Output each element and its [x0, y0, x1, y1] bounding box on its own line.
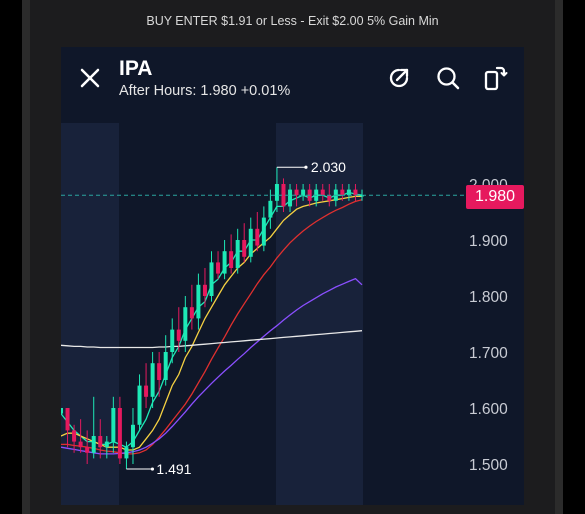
- ma-line-5: [61, 330, 363, 349]
- candle-body: [124, 447, 129, 459]
- candle-body: [360, 195, 364, 197]
- candle-body: [346, 189, 351, 196]
- candle-body: [222, 251, 227, 274]
- candle-body: [209, 262, 214, 296]
- candle-body: [261, 217, 266, 246]
- ma-line-3: [61, 199, 363, 455]
- current-price-tag: 1.980: [466, 185, 524, 209]
- low-label: 1.491: [156, 461, 191, 477]
- candle-body: [170, 329, 175, 352]
- candle-body: [242, 240, 247, 257]
- candle-body: [176, 329, 181, 341]
- candle-body: [327, 195, 332, 201]
- candle-body: [229, 251, 234, 268]
- candle-body: [281, 184, 286, 207]
- after-hours-label: After Hours:: [119, 83, 197, 99]
- share-icon[interactable]: [386, 65, 412, 91]
- candle-body: [137, 385, 142, 425]
- candle-body: [288, 189, 293, 207]
- session-band-afterhours: [276, 123, 363, 505]
- candle-body: [353, 189, 358, 196]
- chart-app: 2.0001.9001.8001.7001.6001.5002.0301.491…: [61, 47, 524, 505]
- after-hours-change: +0.01%: [240, 83, 291, 99]
- y-tick-label: 1.600: [469, 401, 508, 418]
- candle-body: [183, 307, 188, 341]
- candle-body: [202, 284, 207, 296]
- candle-body: [130, 424, 135, 448]
- search-icon[interactable]: [435, 65, 461, 91]
- candle-body: [235, 240, 240, 268]
- candle-body: [157, 363, 162, 380]
- candle-body: [61, 408, 63, 414]
- y-tick-label: 1.700: [469, 345, 508, 362]
- candle-body: [301, 189, 306, 196]
- candle-body: [340, 189, 345, 196]
- chart-header: IPA After Hours: 1.980 +0.01%: [61, 47, 524, 117]
- ma-line-4: [61, 277, 363, 455]
- candle-body: [144, 385, 149, 397]
- candle-body: [294, 189, 299, 196]
- candle-body: [150, 363, 155, 397]
- y-tick-label: 1.800: [469, 289, 508, 306]
- candle-body: [248, 228, 253, 257]
- close-icon[interactable]: [77, 65, 103, 91]
- frame-right: [555, 0, 563, 514]
- ma-line-2: [61, 195, 362, 451]
- candle-body: [196, 284, 201, 319]
- candle-body: [85, 447, 90, 453]
- candle-body: [255, 228, 260, 246]
- candle-body: [163, 352, 168, 380]
- candle-body: [65, 408, 70, 431]
- y-tick-label: 1.500: [469, 457, 508, 474]
- candle-body: [189, 307, 194, 319]
- candle-body: [117, 408, 122, 459]
- candle-body: [91, 436, 96, 453]
- trade-caption: BUY ENTER $1.91 or Less - Exit $2.00 5% …: [146, 14, 439, 28]
- after-hours-info: After Hours: 1.980 +0.01%: [119, 83, 290, 99]
- candle-body: [104, 441, 109, 448]
- low-marker-dot: [150, 467, 155, 471]
- candle-body: [78, 441, 83, 448]
- y-tick-label: 1.900: [469, 233, 508, 250]
- candle-body: [268, 200, 273, 218]
- candle-body: [111, 408, 116, 442]
- candle-body: [274, 184, 279, 201]
- candle-body: [72, 430, 77, 442]
- candle-body: [320, 189, 325, 196]
- high-label: 2.030: [311, 159, 346, 175]
- candle-body: [216, 262, 221, 274]
- frame-left: [22, 0, 30, 514]
- high-marker-dot: [304, 165, 308, 169]
- after-hours-price: 1.980: [200, 83, 237, 99]
- ticker-symbol: IPA: [119, 57, 153, 80]
- fullscreen-icon[interactable]: [482, 65, 508, 91]
- candle-body: [98, 436, 103, 448]
